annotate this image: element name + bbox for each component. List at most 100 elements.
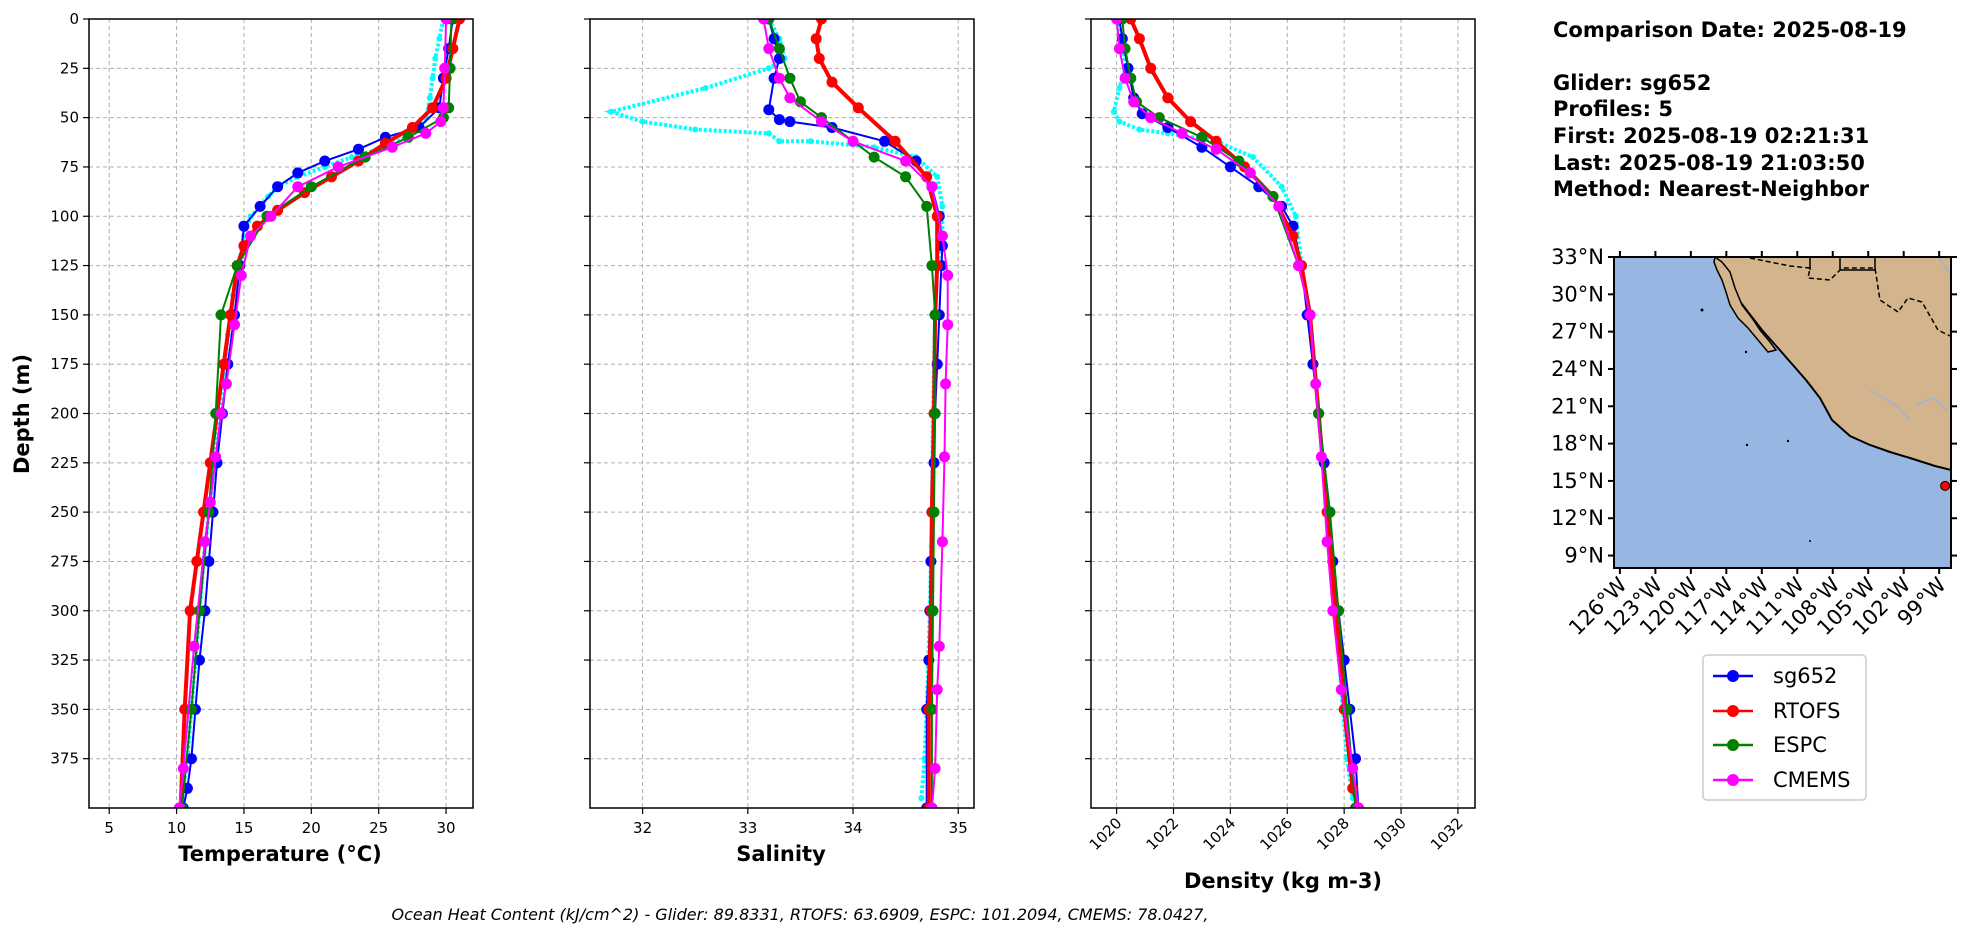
data-point-cmems: [440, 19, 452, 25]
map-lat-label: 12°N: [1551, 506, 1604, 530]
map-frame: [1613, 256, 1952, 569]
data-point-rtofs: [184, 605, 196, 617]
grid: [1091, 19, 1475, 808]
data-point-cmems: [931, 684, 943, 696]
data-point-sg652-all-points: [939, 203, 946, 210]
y-tick-label: 275: [50, 552, 79, 570]
data-point-cmems: [1111, 19, 1123, 25]
data-point-sg652-all-points: [429, 75, 436, 82]
y-tick-label: 225: [50, 454, 79, 472]
legend-box: [1702, 654, 1867, 801]
temperature-axis-label: Temperature (°C): [178, 842, 381, 866]
data-point-cmems: [1352, 802, 1364, 808]
x-tick-label: 33: [738, 819, 757, 837]
data-point-cmems: [1347, 763, 1359, 774]
data-point-rtofs: [225, 309, 236, 321]
data-point-rtofs: [1145, 62, 1157, 74]
legend-label: sg652: [1773, 664, 1837, 688]
data-point-cmems: [173, 802, 185, 808]
data-point-espc: [231, 260, 243, 272]
data-point-sg652-all-points: [1250, 154, 1257, 161]
data-point-rtofs: [454, 19, 465, 25]
x-tick-label: 1032: [1427, 814, 1467, 854]
legend-label: ESPC: [1773, 733, 1827, 757]
data-point-cmems: [939, 451, 950, 463]
x-tick-label: 32: [633, 819, 652, 837]
data-point-cmems: [763, 43, 775, 55]
y-tick-label: 200: [50, 405, 79, 423]
data-point-cmems: [1145, 112, 1157, 124]
x-tick-label: 30: [437, 819, 456, 837]
y-tick-label: 75: [60, 158, 79, 176]
data-point-cmems: [900, 155, 912, 167]
glider-position-marker: [1940, 480, 1951, 491]
density-axis-label: Density (kg m-3): [1184, 869, 1382, 893]
y-tick-label: 175: [50, 355, 79, 373]
data-point-sg652: [1224, 161, 1236, 173]
data-point-rtofs: [1162, 92, 1174, 104]
data-point-sg652: [879, 135, 891, 147]
data-point-cmems: [926, 181, 938, 193]
data-point-espc: [921, 200, 933, 212]
data-point-sg652-all-points: [776, 138, 783, 145]
legend-entry-cmems: CMEMS: [1713, 768, 1851, 792]
data-point-cmems: [942, 319, 954, 331]
data-point-sg652-all-points: [765, 65, 772, 72]
data-point-sg652: [292, 167, 304, 179]
data-point-cmems: [758, 19, 770, 25]
data-point-sg652: [254, 200, 266, 212]
data-point-cmems: [1321, 536, 1333, 548]
data-point-cmems: [210, 451, 222, 463]
data-point-cmems: [215, 408, 227, 419]
series-group: [173, 19, 465, 808]
y-tick-label: 375: [50, 750, 79, 768]
grid: [89, 19, 473, 808]
y-tick-label: 25: [60, 59, 79, 77]
y-tick-label: 250: [50, 503, 79, 521]
data-point-rtofs: [889, 135, 901, 147]
data-point-rtofs: [218, 358, 230, 370]
data-point-rtofs: [406, 122, 418, 133]
data-point-rtofs: [852, 102, 864, 114]
x-tick-label: 25: [369, 819, 388, 837]
data-point-cmems: [245, 230, 257, 242]
map-river: [1869, 389, 1911, 421]
x-tick-label: 34: [843, 819, 862, 837]
data-point-cmems: [940, 378, 952, 390]
data-point-cmems: [1244, 167, 1256, 179]
data-point-cmems: [816, 116, 827, 128]
data-point-cmems: [1176, 127, 1188, 139]
x-tick-label: 1028: [1313, 814, 1353, 854]
data-point-cmems: [936, 536, 948, 548]
data-point-cmems: [773, 72, 785, 84]
map-lat-label: 24°N: [1551, 357, 1604, 381]
data-point-sg652: [203, 555, 215, 567]
data-point-rtofs: [813, 53, 825, 64]
data-point-rtofs: [191, 555, 203, 567]
baja-peninsula: [1713, 255, 1778, 353]
data-point-sg652: [353, 143, 364, 155]
data-point-espc: [305, 181, 317, 193]
y-tick-label: 50: [60, 109, 79, 127]
data-point-cmems: [847, 135, 859, 147]
data-point-cmems: [929, 763, 941, 774]
grid: [590, 19, 974, 808]
temperature-panel: 5 10 15 20 25 3002550751001251501752002252502…: [50, 10, 474, 837]
data-point-rtofs: [810, 33, 822, 45]
data-point-cmems: [235, 269, 247, 281]
legend: sg652 RTOFS ESPC CMEMS: [1702, 654, 1867, 801]
data-point-espc: [1324, 506, 1336, 518]
map-lat-label: 21°N: [1551, 394, 1604, 418]
y-tick-label: 0: [69, 10, 79, 28]
y-tick-label: 100: [50, 207, 79, 225]
data-point-rtofs: [816, 19, 827, 25]
data-point-sg652-all-points: [436, 35, 443, 42]
data-point-cmems: [177, 763, 189, 774]
data-point-sg652: [784, 116, 796, 128]
x-tick-label: 10: [167, 819, 186, 837]
data-point-cmems: [292, 181, 304, 193]
profile-count: Profiles: 5: [1553, 97, 1673, 121]
data-point-sg652: [936, 240, 948, 252]
data-point-rtofs: [1133, 33, 1145, 45]
